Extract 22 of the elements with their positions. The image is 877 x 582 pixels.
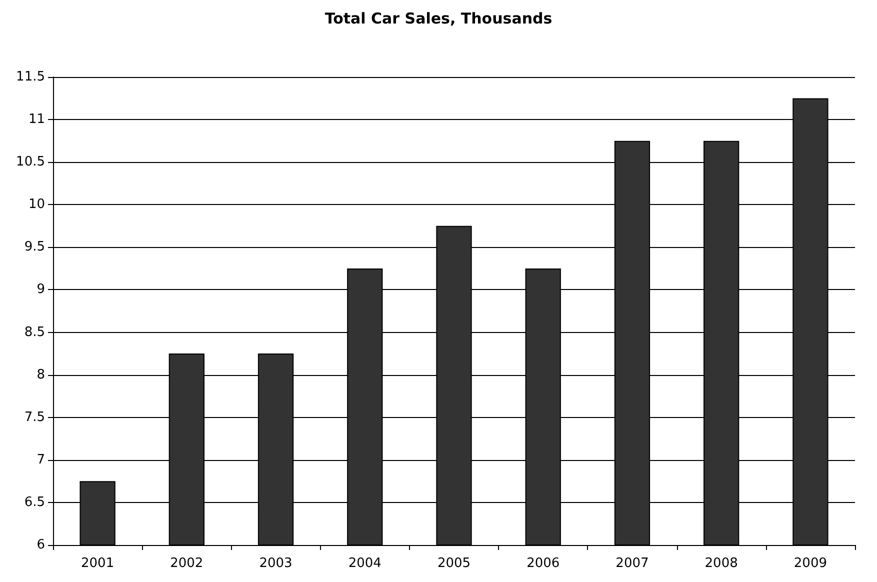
y-tick-label: 7.5 xyxy=(24,410,45,425)
y-tick-label: 11.5 xyxy=(16,70,45,84)
y-tick-label: 10.5 xyxy=(16,154,45,170)
y-tick-label: 8 xyxy=(36,367,45,382)
x-tick-label: 2004 xyxy=(348,556,382,571)
y-tick-label: 9 xyxy=(36,282,45,298)
x-tick-label: 2002 xyxy=(170,556,204,571)
y-tick-label: 8.5 xyxy=(24,324,45,340)
y-tick-label: 11 xyxy=(28,112,45,128)
y-tick-label: 6 xyxy=(36,538,45,552)
x-tick-label: 2006 xyxy=(526,556,560,571)
x-tick-label: 2008 xyxy=(704,556,738,571)
x-tick-label: 2009 xyxy=(794,556,827,571)
x-tick-label: 2003 xyxy=(259,556,292,571)
y-tick-label: 6.5 xyxy=(24,494,45,510)
x-tick-label: 2001 xyxy=(81,556,114,571)
x-tick-label: 2005 xyxy=(437,556,471,571)
y-tick-label: 9.5 xyxy=(24,240,45,255)
y-tick-label: 7 xyxy=(36,452,45,468)
y-tick-label: 10 xyxy=(28,197,45,212)
chart-title: Total Car Sales, Thousands xyxy=(324,10,552,28)
x-tick-label: 2007 xyxy=(616,556,649,571)
